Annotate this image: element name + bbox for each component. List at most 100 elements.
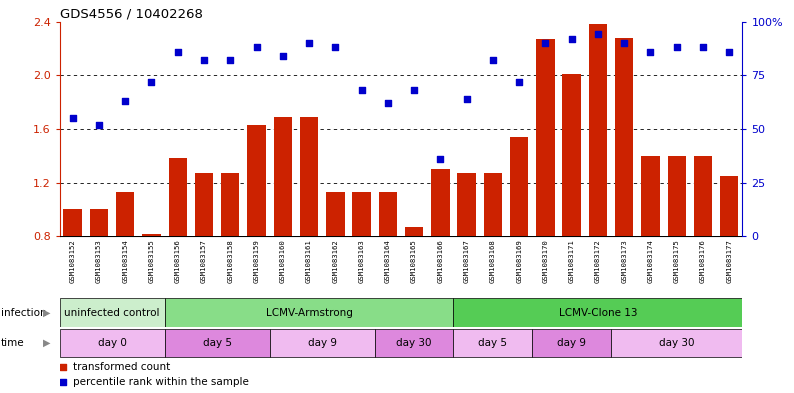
Text: time: time — [1, 338, 25, 348]
Text: GSM1083173: GSM1083173 — [621, 239, 627, 283]
Text: day 0: day 0 — [98, 338, 126, 348]
Bar — [60, 299, 164, 327]
Bar — [642, 156, 660, 236]
Text: LCMV-Armstrong: LCMV-Armstrong — [266, 308, 353, 318]
Bar — [589, 24, 607, 236]
Bar — [221, 173, 240, 236]
Text: ▶: ▶ — [43, 308, 50, 318]
Bar — [668, 156, 686, 236]
Bar — [164, 299, 453, 327]
Point — [329, 44, 341, 51]
Text: transformed count: transformed count — [73, 362, 171, 372]
Text: GSM1083175: GSM1083175 — [674, 239, 680, 283]
Bar — [326, 192, 345, 236]
Bar — [353, 192, 371, 236]
Point — [618, 40, 630, 46]
Text: day 5: day 5 — [202, 338, 232, 348]
Bar — [164, 329, 270, 357]
Text: GSM1083159: GSM1083159 — [253, 239, 260, 283]
Point — [644, 48, 657, 55]
Point — [145, 79, 158, 85]
Point — [56, 378, 69, 385]
Text: day 30: day 30 — [659, 338, 695, 348]
Text: day 5: day 5 — [479, 338, 507, 348]
Point — [172, 48, 184, 55]
Bar — [168, 158, 187, 236]
Bar — [431, 169, 449, 236]
Bar — [453, 299, 742, 327]
Point — [461, 96, 473, 102]
Point — [592, 31, 604, 38]
Text: GSM1083167: GSM1083167 — [464, 239, 469, 283]
Text: GSM1083162: GSM1083162 — [333, 239, 338, 283]
Text: GSM1083153: GSM1083153 — [96, 239, 102, 283]
Point — [119, 98, 132, 104]
Point — [276, 53, 289, 59]
Text: GSM1083166: GSM1083166 — [437, 239, 443, 283]
Bar — [615, 38, 634, 236]
Point — [381, 100, 394, 106]
Bar — [270, 329, 375, 357]
Point — [723, 48, 735, 55]
Text: LCMV-Clone 13: LCMV-Clone 13 — [559, 308, 638, 318]
Text: percentile rank within the sample: percentile rank within the sample — [73, 377, 249, 387]
Bar — [375, 329, 453, 357]
Text: GSM1083154: GSM1083154 — [122, 239, 128, 283]
Bar — [116, 192, 134, 236]
Bar — [453, 329, 532, 357]
Text: GSM1083157: GSM1083157 — [201, 239, 207, 283]
Bar — [720, 176, 738, 236]
Text: GSM1083172: GSM1083172 — [595, 239, 601, 283]
Point — [93, 121, 106, 128]
Text: GSM1083155: GSM1083155 — [148, 239, 155, 283]
Point — [408, 87, 421, 94]
Bar — [60, 329, 164, 357]
Point — [513, 79, 526, 85]
Text: GSM1083176: GSM1083176 — [700, 239, 706, 283]
Bar — [300, 117, 318, 236]
Text: infection: infection — [1, 308, 46, 318]
Text: GSM1083174: GSM1083174 — [647, 239, 653, 283]
Bar — [64, 209, 82, 236]
Text: day 9: day 9 — [557, 338, 586, 348]
Text: GSM1083158: GSM1083158 — [227, 239, 233, 283]
Bar — [611, 329, 742, 357]
Text: GSM1083169: GSM1083169 — [516, 239, 522, 283]
Point — [303, 40, 315, 46]
Bar — [274, 117, 292, 236]
Text: GSM1083156: GSM1083156 — [175, 239, 181, 283]
Bar — [142, 233, 160, 236]
Text: GSM1083152: GSM1083152 — [70, 239, 75, 283]
Bar — [379, 192, 397, 236]
Bar — [694, 156, 712, 236]
Text: uninfected control: uninfected control — [64, 308, 160, 318]
Bar — [484, 173, 502, 236]
Text: GSM1083161: GSM1083161 — [306, 239, 312, 283]
Bar — [510, 137, 528, 236]
Point — [487, 57, 499, 63]
Bar — [90, 209, 108, 236]
Point — [670, 44, 683, 51]
Text: GSM1083165: GSM1083165 — [411, 239, 417, 283]
Point — [67, 115, 79, 121]
Point — [539, 40, 552, 46]
Point — [56, 364, 69, 370]
Point — [355, 87, 368, 94]
Text: GSM1083163: GSM1083163 — [359, 239, 364, 283]
Point — [434, 156, 447, 162]
Text: GSM1083177: GSM1083177 — [727, 239, 732, 283]
Text: GSM1083168: GSM1083168 — [490, 239, 496, 283]
Bar — [195, 173, 214, 236]
Bar — [405, 227, 423, 236]
Bar — [457, 173, 476, 236]
Point — [250, 44, 263, 51]
Text: day 9: day 9 — [308, 338, 337, 348]
Bar — [562, 74, 581, 236]
Text: GSM1083170: GSM1083170 — [542, 239, 549, 283]
Text: ▶: ▶ — [43, 338, 50, 348]
Point — [198, 57, 210, 63]
Bar — [248, 125, 266, 236]
Text: GSM1083160: GSM1083160 — [279, 239, 286, 283]
Text: day 30: day 30 — [396, 338, 432, 348]
Point — [696, 44, 709, 51]
